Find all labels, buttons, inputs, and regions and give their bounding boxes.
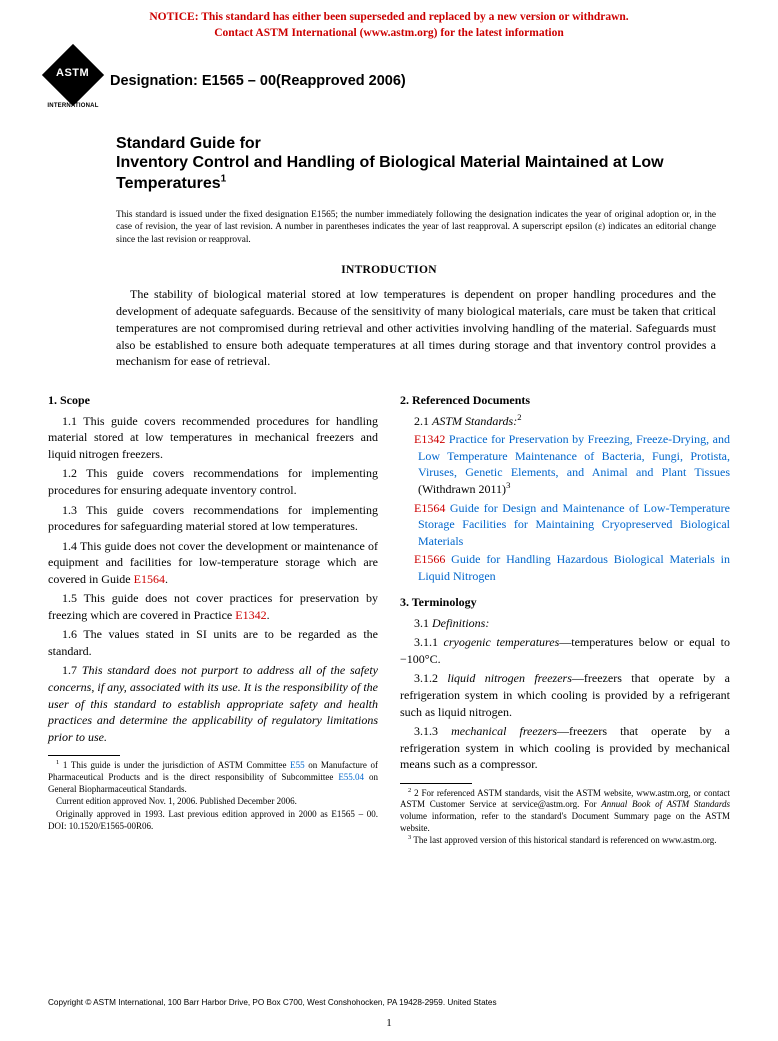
ref-item-0: E1342 Practice for Preservation by Freez…: [400, 431, 730, 497]
defs-num: 3.1: [414, 616, 432, 630]
scope-1-6: 1.6 The values stated in SI units are to…: [48, 626, 378, 659]
ref-trail-0: (Withdrawn 2011): [418, 482, 506, 496]
def-1-num: 3.1.1: [414, 635, 444, 649]
footnote-rule-right: [400, 783, 472, 784]
header-row: ASTM INTERNATIONAL Designation: E1565 – …: [0, 45, 778, 109]
def-2-num: 3.1.2: [414, 671, 447, 685]
right-column: 2. Referenced Documents 2.1 ASTM Standar…: [400, 392, 730, 848]
fn1-link1[interactable]: E55: [290, 760, 305, 770]
footnote-right-3: 3 The last approved version of this hist…: [400, 835, 730, 847]
ref-code-0[interactable]: E1342: [414, 432, 445, 446]
scope-1-4-link[interactable]: E1564: [134, 572, 165, 586]
scope-1-4b: .: [165, 572, 168, 586]
footnote-rule-left: [48, 755, 120, 756]
fn1a: 1 This guide is under the jurisdiction o…: [63, 760, 290, 770]
def-3: 3.1.3 mechanical freezers—freezers that …: [400, 723, 730, 773]
def-1-term: cryogenic temperatures: [444, 635, 560, 649]
notice-line2: Contact ASTM International (www.astm.org…: [214, 27, 564, 39]
top-notice: NOTICE: This standard has either been su…: [0, 0, 778, 45]
scope-1-1: 1.1 This guide covers recommended proced…: [48, 413, 378, 463]
ref-item-2: E1566 Guide for Handling Hazardous Biolo…: [400, 551, 730, 584]
fnr2b: volume information, refer to the standar…: [400, 811, 730, 833]
footnote-left-2: Current edition approved Nov. 1, 2006. P…: [48, 796, 378, 808]
fn1-link2[interactable]: E55.04: [338, 772, 364, 782]
title-main: Inventory Control and Handling of Biolog…: [116, 153, 718, 195]
footnote-1: 1 1 This guide is under the jurisdiction…: [48, 760, 378, 795]
logo-sub: INTERNATIONAL: [44, 103, 102, 109]
logo-abbr: ASTM: [56, 67, 89, 79]
refdocs-sub-label: ASTM Standards:: [432, 414, 517, 428]
body-columns: 1. Scope 1.1 This guide covers recommend…: [0, 370, 778, 848]
ref-code-2[interactable]: E1566: [414, 552, 445, 566]
refdocs-heading: 2. Referenced Documents: [400, 392, 730, 413]
scope-1-4a: 1.4 This guide does not cover the develo…: [48, 539, 378, 586]
scope-1-7-num: 1.7: [62, 663, 82, 677]
fn1-sup: 1: [56, 759, 59, 766]
copyright: Copyright © ASTM International, 100 Barr…: [48, 998, 497, 1007]
scope-1-5b: .: [267, 608, 270, 622]
scope-1-4: 1.4 This guide does not cover the develo…: [48, 538, 378, 588]
ref-trailsup-0: 3: [506, 480, 510, 490]
designation: Designation: E1565 – 00(Reapproved 2006): [110, 71, 406, 89]
intro-heading: INTRODUCTION: [0, 246, 778, 276]
scope-heading: 1. Scope: [48, 392, 378, 413]
def-2-term: liquid nitrogen freezers: [447, 671, 572, 685]
title-lead: Standard Guide for: [116, 135, 718, 153]
defs-text: Definitions:: [432, 616, 489, 630]
scope-1-5-link[interactable]: E1342: [235, 608, 266, 622]
def-3-term: mechanical freezers: [451, 724, 557, 738]
astm-logo: ASTM INTERNATIONAL: [44, 51, 102, 109]
refdocs-sub-num: 2.1: [414, 414, 432, 428]
fnr2-sup: 2: [408, 787, 411, 794]
def-2: 3.1.2 liquid nitrogen freezers—freezers …: [400, 670, 730, 720]
ref-text-2[interactable]: Guide for Handling Hazardous Biological …: [418, 552, 730, 583]
scope-1-7-body: This standard does not purport to addres…: [48, 663, 378, 743]
fnr3-body: The last approved version of this histor…: [413, 835, 716, 845]
terminology-heading: 3. Terminology: [400, 586, 730, 615]
footnote-left-3: Originally approved in 1993. Last previo…: [48, 809, 378, 832]
ref-code-1[interactable]: E1564: [414, 501, 445, 515]
ref-text-1[interactable]: Guide for Design and Maintenance of Low-…: [418, 501, 730, 548]
page-number: 1: [0, 1017, 778, 1029]
title-block: Standard Guide for Inventory Control and…: [0, 109, 778, 195]
ref-text-0[interactable]: Practice for Preservation by Freezing, F…: [418, 432, 730, 479]
scope-1-5: 1.5 This guide does not cover practices …: [48, 590, 378, 623]
refdocs-sup: 2: [517, 412, 521, 422]
scope-1-7: 1.7 This standard does not purport to ad…: [48, 662, 378, 745]
scope-1-5a: 1.5 This guide does not cover practices …: [48, 591, 378, 622]
ref-item-1: E1564 Guide for Design and Maintenance o…: [400, 500, 730, 550]
fnr2i: Annual Book of ASTM Standards: [601, 799, 730, 809]
issuance-note: This standard is issued under the fixed …: [0, 195, 778, 247]
defs-label: 3.1 Definitions:: [400, 615, 730, 632]
title-main-text: Inventory Control and Handling of Biolog…: [116, 154, 664, 192]
title-sup: 1: [221, 174, 227, 185]
footnote-right-2: 2 2 For referenced ASTM standards, visit…: [400, 788, 730, 835]
intro-body: The stability of biological material sto…: [0, 276, 778, 370]
scope-1-3: 1.3 This guide covers recommendations fo…: [48, 502, 378, 535]
notice-line1: NOTICE: This standard has either been su…: [149, 11, 628, 23]
scope-1-2: 1.2 This guide covers recommendations fo…: [48, 465, 378, 498]
def-3-num: 3.1.3: [414, 724, 451, 738]
refdocs-sub: 2.1 ASTM Standards:2: [400, 413, 730, 430]
fnr3-sup: 3: [408, 834, 411, 841]
def-1: 3.1.1 cryogenic temperatures—temperature…: [400, 634, 730, 667]
left-column: 1. Scope 1.1 This guide covers recommend…: [48, 392, 378, 848]
